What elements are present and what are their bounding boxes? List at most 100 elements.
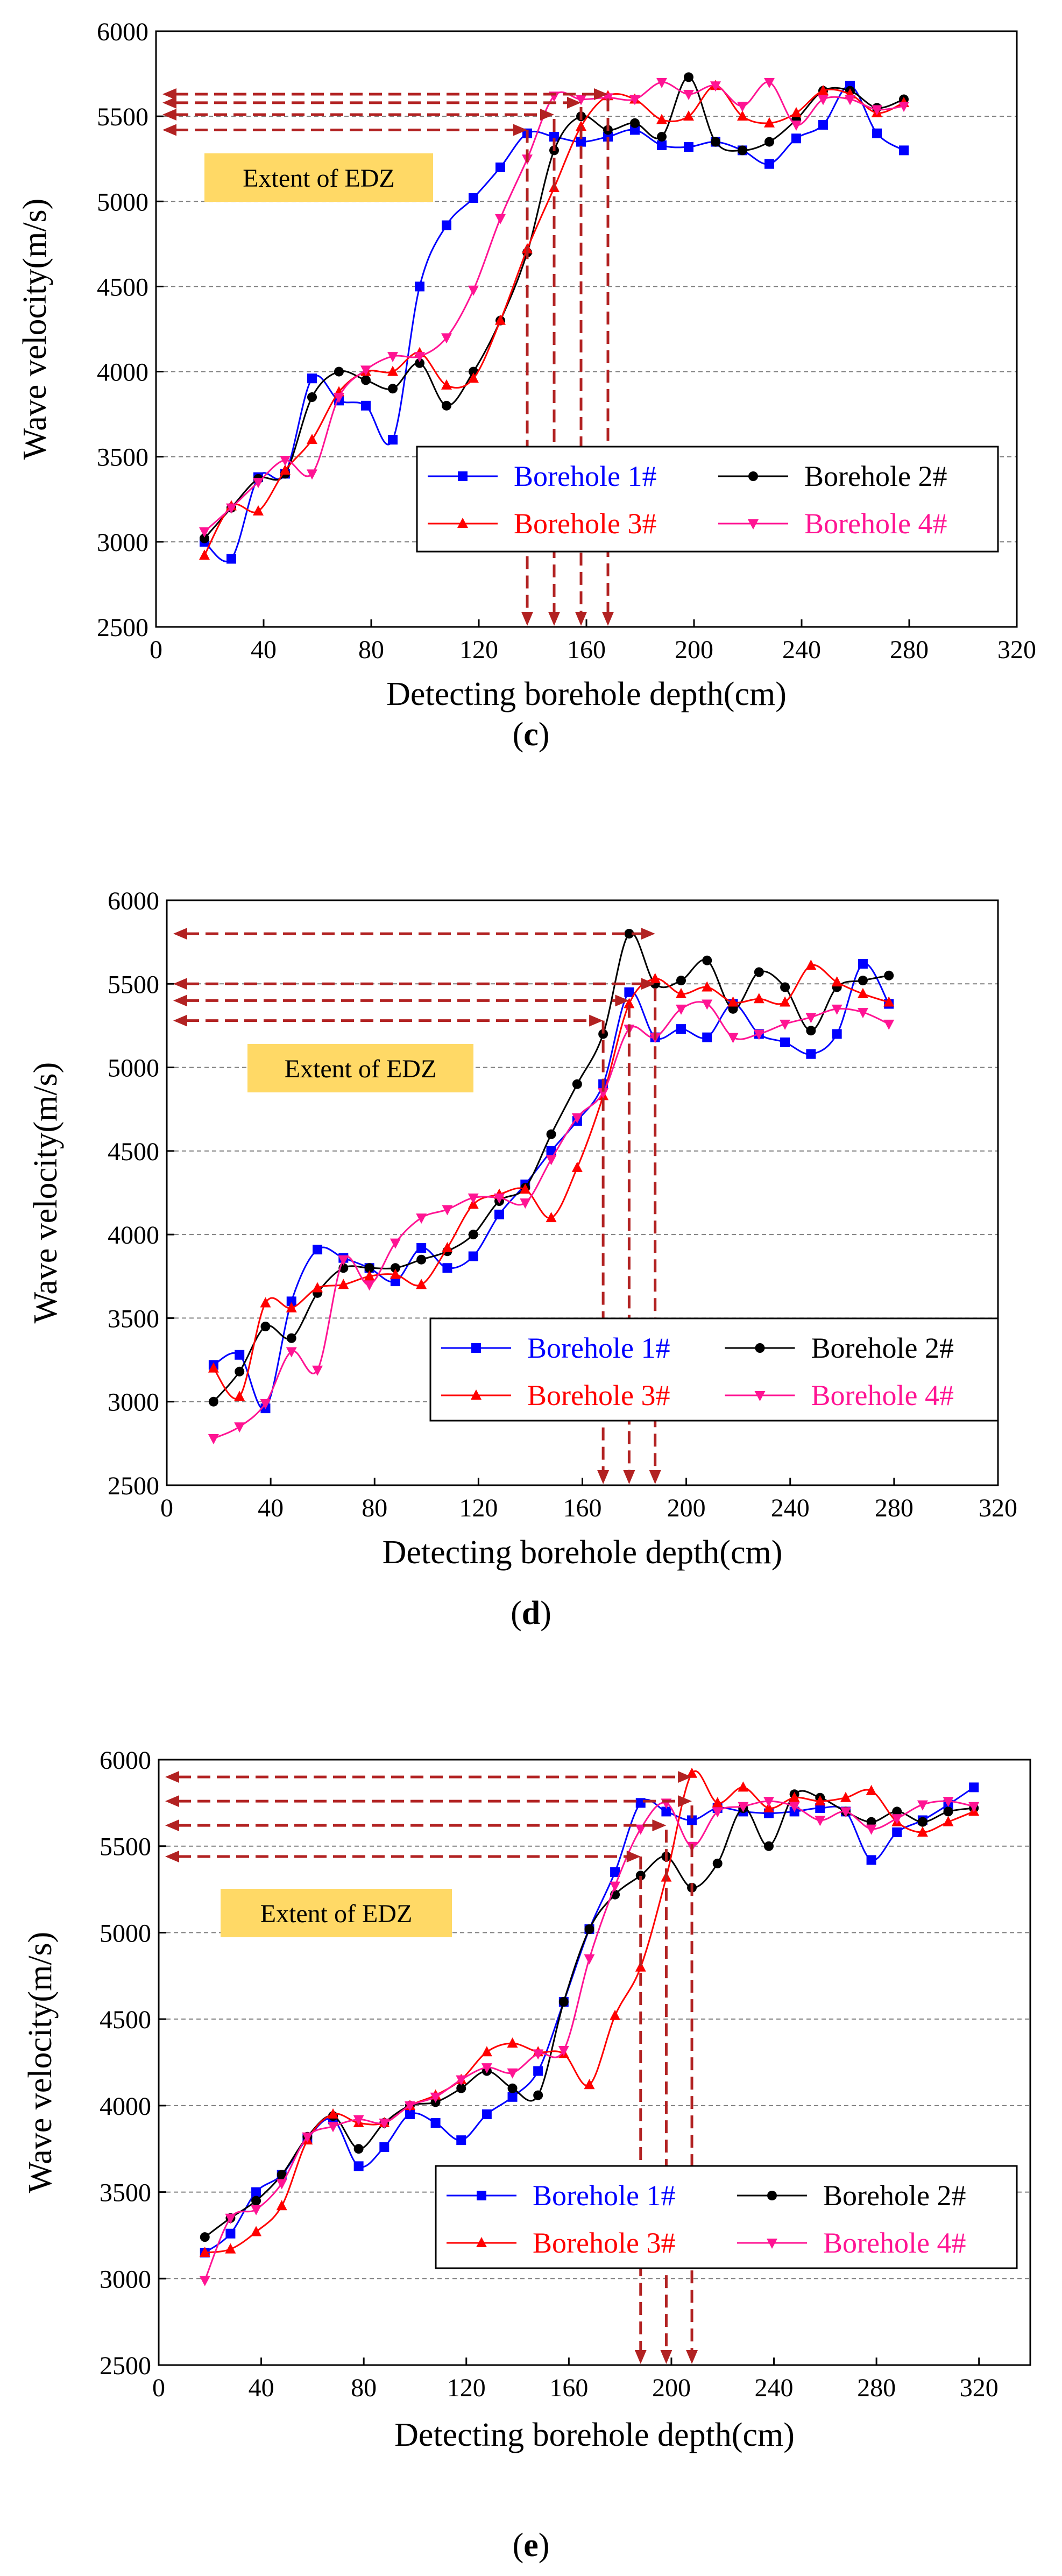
panel-label-e: e: [523, 2527, 539, 2564]
legend-label: Borehole 4#: [823, 2227, 966, 2259]
data-point: [866, 1855, 876, 1865]
y-tick-label: 6000: [97, 18, 148, 46]
data-point: [507, 2037, 518, 2048]
data-point: [603, 132, 613, 142]
legend-marker: [748, 471, 758, 481]
data-point: [253, 505, 264, 516]
data-point: [780, 996, 791, 1007]
arrow-head: [173, 1014, 187, 1027]
data-point: [818, 95, 829, 105]
data-point: [481, 2063, 492, 2074]
arrow-head: [173, 928, 187, 940]
x-tick-label: 320: [960, 2374, 999, 2402]
data-point: [364, 1270, 375, 1281]
arrow-head: [173, 994, 187, 1007]
legend-marker: [458, 471, 468, 481]
series-4: [199, 1797, 980, 2286]
x-tick-label: 280: [857, 2374, 896, 2402]
data-point: [507, 2068, 518, 2079]
data-point: [200, 2232, 210, 2242]
legend-label: Borehole 2#: [804, 460, 947, 492]
data-point: [234, 1422, 245, 1433]
data-point: [456, 2083, 466, 2093]
data-point: [789, 1802, 800, 1812]
y-axis-title: Wave velocity(m/s): [17, 199, 53, 460]
data-point: [260, 1321, 271, 1331]
data-point: [277, 2170, 287, 2180]
data-point: [507, 2092, 518, 2102]
legend-marker: [477, 2191, 486, 2200]
legend-label: Borehole 2#: [811, 1332, 954, 1364]
panel-caption-c: (c): [512, 716, 550, 753]
data-point: [546, 1146, 556, 1156]
data-point: [576, 121, 586, 131]
data-point: [686, 1767, 698, 1778]
data-point: [683, 110, 694, 121]
data-point: [899, 145, 909, 156]
data-point: [763, 1797, 774, 1808]
data-point: [415, 358, 424, 368]
x-tick-label: 280: [890, 636, 929, 664]
data-point: [208, 1434, 219, 1445]
data-point: [684, 72, 693, 82]
y-tick-label: 4000: [97, 358, 148, 387]
data-point: [818, 119, 828, 130]
data-point: [200, 533, 209, 544]
data-point: [576, 137, 586, 147]
data-point: [753, 1029, 764, 1040]
data-point: [208, 1396, 218, 1407]
data-point: [702, 981, 713, 992]
data-point: [943, 1806, 953, 1817]
y-tick-label: 3500: [97, 443, 148, 472]
arrow-head: [513, 124, 527, 136]
data-point: [276, 2179, 287, 2190]
data-point: [286, 1347, 297, 1358]
y-tick-label: 5500: [97, 103, 148, 131]
y-tick-label: 6000: [108, 887, 159, 915]
x-tick-label: 200: [652, 2374, 691, 2402]
data-point: [791, 120, 802, 131]
data-point: [338, 1279, 349, 1289]
arrow-head: [162, 96, 176, 109]
data-point: [286, 1302, 297, 1312]
x-tick-label: 280: [875, 1494, 914, 1522]
y-axis-title: Wave velocity(m/s): [27, 1062, 64, 1324]
y-tick-label: 5500: [108, 970, 159, 999]
data-point: [683, 90, 694, 101]
data-point: [442, 1241, 453, 1252]
legend-marker: [754, 1391, 766, 1401]
legend-marker: [471, 1389, 482, 1400]
data-point: [546, 1129, 556, 1139]
data-point: [388, 384, 398, 394]
data-point: [361, 375, 371, 385]
data-point: [712, 1807, 723, 1818]
data-point: [260, 1297, 271, 1308]
data-point: [482, 2109, 492, 2119]
arrow-head: [641, 928, 655, 940]
data-point: [630, 118, 640, 128]
y-tick-label: 4000: [108, 1221, 159, 1250]
data-point: [943, 1797, 954, 1808]
data-point: [630, 125, 640, 135]
series-3: [208, 959, 895, 1401]
data-point: [481, 2046, 492, 2057]
x-tick-label: 120: [459, 636, 498, 664]
data-point: [549, 132, 559, 142]
data-point: [737, 102, 748, 112]
data-point: [468, 285, 479, 296]
data-point: [495, 214, 506, 224]
x-tick-label: 200: [675, 636, 713, 664]
data-point: [571, 1113, 583, 1124]
y-tick-label: 5500: [100, 1833, 151, 1861]
data-point: [414, 352, 425, 363]
data-point: [883, 996, 895, 1007]
data-point: [727, 996, 739, 1007]
data-point: [806, 1026, 816, 1036]
x-tick-label: 80: [362, 1494, 387, 1522]
x-tick-label: 0: [150, 636, 162, 664]
arrow-head: [652, 1819, 667, 1832]
data-point: [831, 976, 842, 987]
data-point: [831, 1004, 842, 1015]
series-line: [204, 84, 904, 562]
y-tick-label: 5000: [97, 188, 148, 216]
